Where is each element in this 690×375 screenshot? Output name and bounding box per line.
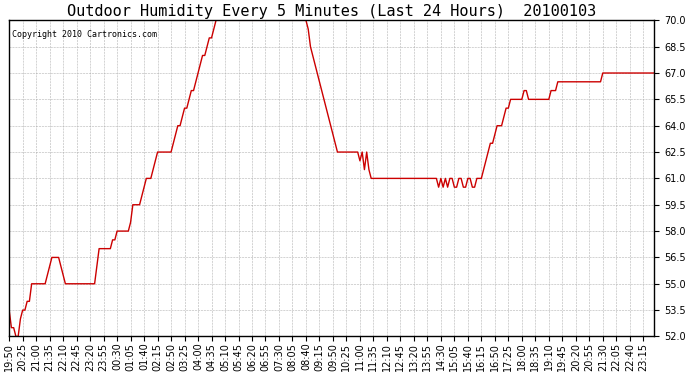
Title: Outdoor Humidity Every 5 Minutes (Last 24 Hours)  20100103: Outdoor Humidity Every 5 Minutes (Last 2… [67,4,596,19]
Text: Copyright 2010 Cartronics.com: Copyright 2010 Cartronics.com [12,30,157,39]
